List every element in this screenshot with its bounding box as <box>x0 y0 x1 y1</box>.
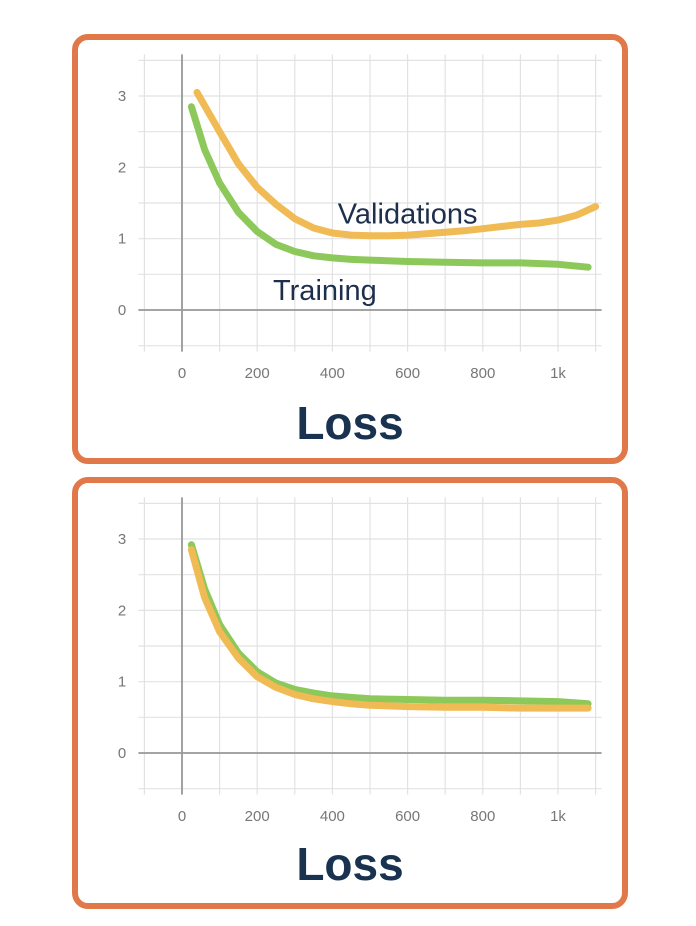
y-tick-label: 0 <box>118 745 126 762</box>
x-tick-label: 200 <box>245 365 270 382</box>
y-tick-label: 2 <box>118 602 126 619</box>
loss-chart-bottom: 0 1 2 3 0 200 400 600 800 1k Loss <box>72 477 628 909</box>
x-tick-label: 400 <box>320 808 345 825</box>
y-tick-label: 3 <box>118 531 126 548</box>
grid <box>138 497 602 795</box>
x-tick-label: 600 <box>395 808 420 825</box>
y-tick-label: 3 <box>118 88 126 105</box>
y-tick-label: 1 <box>118 674 126 691</box>
y-tick-label: 2 <box>118 159 126 176</box>
x-tick-label: 400 <box>320 365 345 382</box>
x-tick-label: 200 <box>245 808 270 825</box>
series-line-1 <box>187 541 592 708</box>
x-tick-label: 1k <box>550 365 566 382</box>
series-line-2 <box>187 546 592 712</box>
series-label-training: Training <box>273 275 377 307</box>
loss-chart-top: 0 1 2 3 0 200 400 600 800 1k Validations Training L… <box>72 34 628 464</box>
x-tick-label: 1k <box>550 808 566 825</box>
y-tick-label: 0 <box>118 302 126 319</box>
chart-title: Loss <box>296 838 404 890</box>
x-tick-label: 600 <box>395 365 420 382</box>
series-label-validations: Validations <box>338 199 478 231</box>
x-tick-label: 800 <box>470 365 495 382</box>
x-tick-label: 0 <box>178 365 186 382</box>
series-line-validations <box>193 88 600 240</box>
loss-chart-top-plot: 0 1 2 3 0 200 400 600 800 1k Validations Training <box>118 54 602 382</box>
series-line-training <box>187 103 592 271</box>
chart-title: Loss <box>296 397 404 449</box>
loss-chart-bottom-plot: 0 1 2 3 0 200 400 600 800 1k <box>118 497 602 825</box>
x-tick-label: 0 <box>178 808 186 825</box>
y-tick-label: 1 <box>118 231 126 248</box>
x-tick-label: 800 <box>470 808 495 825</box>
